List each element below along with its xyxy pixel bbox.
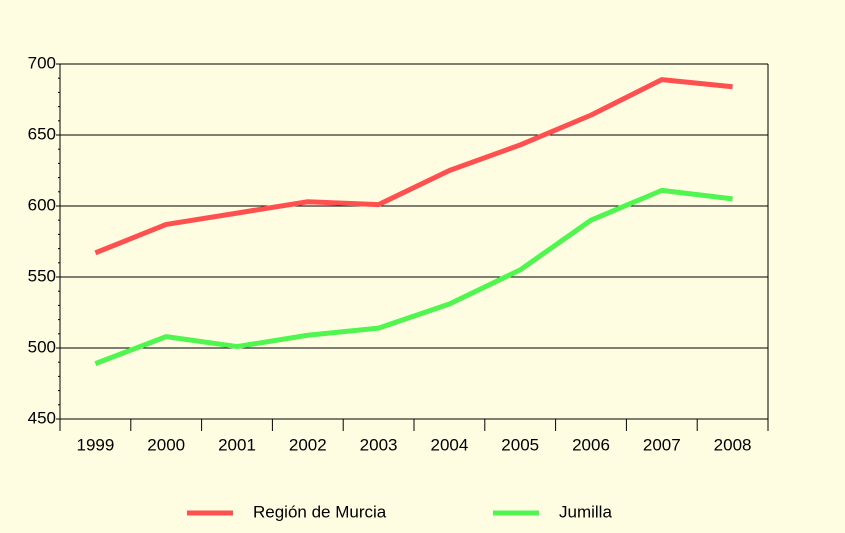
y-tick-label: 500 (28, 337, 56, 356)
y-tick-label: 550 (28, 266, 56, 285)
legend-label: Jumilla (559, 502, 612, 521)
x-tick-label: 2005 (501, 435, 539, 454)
x-tick-label: 2006 (572, 435, 610, 454)
x-tick-label: 1999 (76, 435, 114, 454)
x-tick-label: 2004 (430, 435, 468, 454)
x-tick-label: 2007 (643, 435, 681, 454)
series-line (94, 77, 733, 256)
y-tick-label: 600 (28, 195, 56, 214)
x-tick-label: 2003 (360, 435, 398, 454)
x-tick-label: 2008 (714, 435, 752, 454)
y-tick-label: 650 (28, 124, 56, 143)
x-tick-label: 2002 (289, 435, 327, 454)
y-tick-label: 700 (28, 53, 56, 72)
legend-label: Región de Murcia (253, 502, 387, 521)
series-line (94, 187, 733, 366)
y-tick-label: 450 (28, 408, 56, 427)
x-tick-label: 2000 (147, 435, 185, 454)
x-tick-label: 2001 (218, 435, 256, 454)
